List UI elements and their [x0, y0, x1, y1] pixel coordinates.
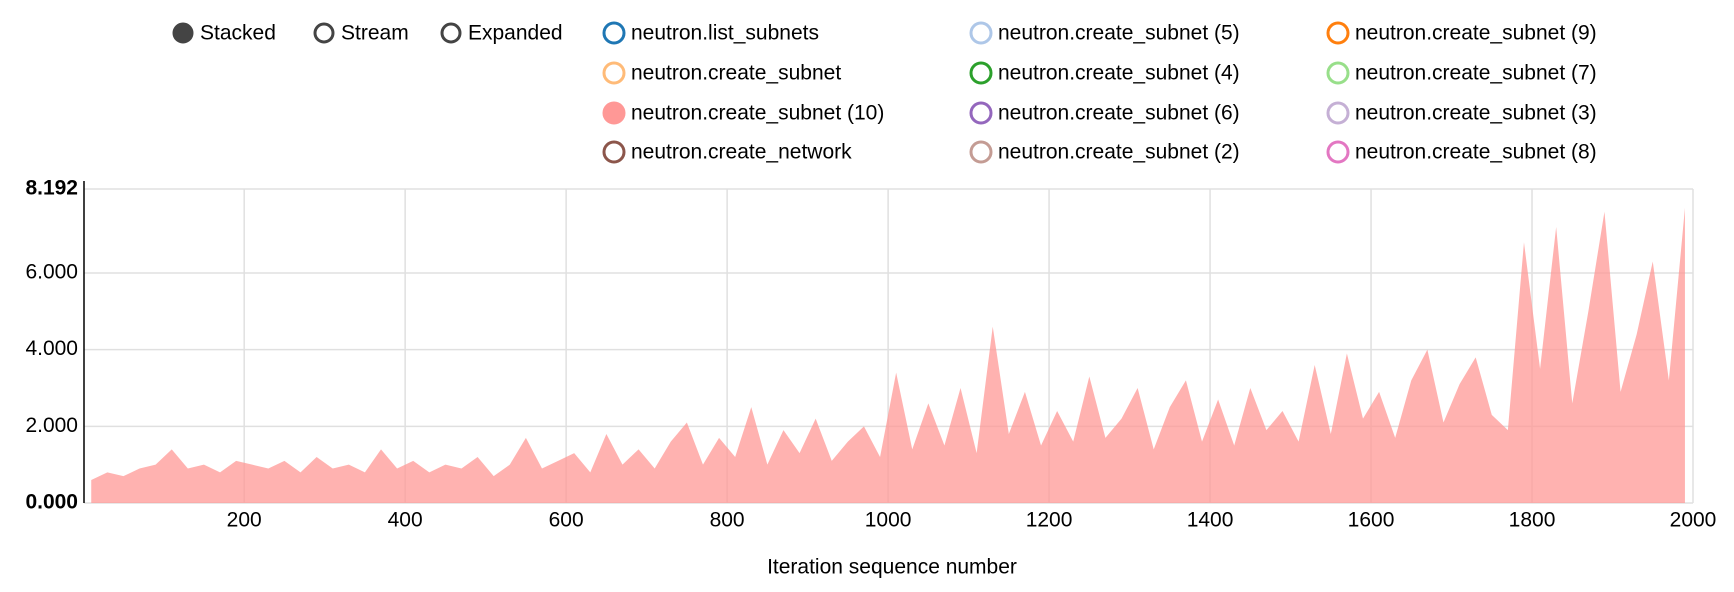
x-tick-label: 1600 [1348, 509, 1395, 532]
legend-label[interactable]: neutron.create_subnet [631, 62, 841, 85]
y-tick-label: 2.000 [25, 414, 78, 437]
legend-label[interactable]: neutron.create_subnet (2) [998, 141, 1240, 164]
legend-marker[interactable] [969, 140, 993, 164]
x-tick-label: 800 [710, 509, 745, 532]
legend-label[interactable]: neutron.create_subnet (10) [631, 102, 884, 125]
area [91, 207, 1685, 503]
x-axis-label: Iteration sequence number [767, 556, 1017, 579]
y-tick-label: 6.000 [25, 261, 78, 284]
legend-label[interactable]: neutron.create_subnet (7) [1355, 62, 1597, 85]
control-label[interactable]: Stream [341, 22, 409, 45]
legend-label[interactable]: neutron.create_network [631, 141, 852, 164]
control-radio[interactable] [440, 22, 462, 44]
legend-label[interactable]: neutron.list_subnets [631, 22, 819, 45]
legend-marker[interactable] [602, 101, 626, 125]
y-tick-label: 8.192 [25, 177, 78, 200]
control-label[interactable]: Stacked [200, 22, 276, 45]
x-tick-label: 200 [227, 509, 262, 532]
legend-marker[interactable] [969, 61, 993, 85]
legend-marker[interactable] [602, 21, 626, 45]
y-tick-label: 4.000 [25, 337, 78, 360]
x-tick-label: 600 [549, 509, 584, 532]
x-tick-label: 2000 [1670, 509, 1717, 532]
x-tick-label: 1800 [1509, 509, 1556, 532]
x-tick-label: 1400 [1187, 509, 1234, 532]
legend-marker[interactable] [969, 21, 993, 45]
control-radio[interactable] [172, 22, 194, 44]
legend-marker[interactable] [969, 101, 993, 125]
legend-label[interactable]: neutron.create_subnet (8) [1355, 141, 1597, 164]
legend-label[interactable]: neutron.create_subnet (4) [998, 62, 1240, 85]
control-label[interactable]: Expanded [468, 22, 563, 45]
legend-marker[interactable] [602, 61, 626, 85]
x-tick-label: 1000 [865, 509, 912, 532]
legend-label[interactable]: neutron.create_subnet (5) [998, 22, 1240, 45]
legend-label[interactable]: neutron.create_subnet (9) [1355, 22, 1597, 45]
legend-marker[interactable] [602, 140, 626, 164]
legend-marker[interactable] [1326, 140, 1350, 164]
legend-marker[interactable] [1326, 101, 1350, 125]
legend-label[interactable]: neutron.create_subnet (6) [998, 102, 1240, 125]
legend-marker[interactable] [1326, 21, 1350, 45]
legend-label[interactable]: neutron.create_subnet (3) [1355, 102, 1597, 125]
legend-marker[interactable] [1326, 61, 1350, 85]
y-tick-label: 0.000 [25, 491, 78, 514]
x-tick-label: 1200 [1026, 509, 1073, 532]
x-tick-label: 400 [388, 509, 423, 532]
control-radio[interactable] [313, 22, 335, 44]
